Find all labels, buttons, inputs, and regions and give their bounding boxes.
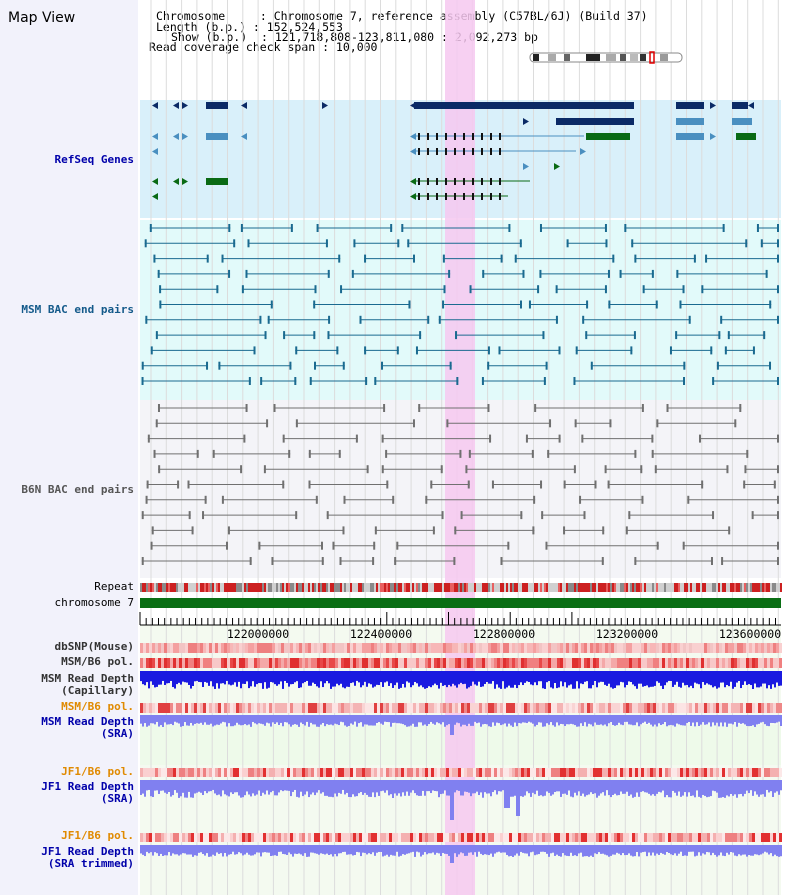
chromosome-ideogram (529, 51, 683, 64)
track-label-jf1-rd-sra[interactable]: JF1 Read Depth (41, 780, 134, 793)
axis-tick-label: 123600000 (719, 627, 781, 641)
track-label-b6n-bac[interactable]: B6N BAC end pairs (21, 483, 134, 496)
axis-tick-label: 122400000 (350, 627, 412, 641)
track-label-jf1-rd-trim[interactable]: JF1 Read Depth (41, 845, 134, 858)
show-range-info: Show (b.p.) : 121,718,808-123,811,080 : … (171, 30, 538, 44)
track-label-jf1-rd-sra-sub: (SRA) (100, 792, 134, 805)
axis-tick-label: 123200000 (596, 627, 658, 641)
axis-tick-label: 122000000 (227, 627, 289, 641)
track-label-repeat[interactable]: Repeat (94, 580, 134, 593)
track-label-sidebar (0, 0, 138, 895)
length-info: Length (b.p.) : 152,524,553 (156, 20, 343, 34)
coverage-span-info: Read coverage check span : 10,000 (149, 40, 378, 54)
track-label-chromosome[interactable]: chromosome 7 (54, 596, 134, 609)
track-label-msm-rd-capillary[interactable]: MSM Read Depth (41, 672, 134, 685)
track-label-jf1-b6-pol-2[interactable]: JF1/B6 pol. (61, 829, 134, 842)
axis-tick-label: 122800000 (473, 627, 535, 641)
chromosome-7-bar (140, 598, 781, 608)
track-label-dbsnp[interactable]: dbSNP(Mouse) (54, 640, 134, 653)
track-label-msm-b6-pol-2[interactable]: MSM/B6 pol. (61, 700, 134, 713)
track-label-msm-b6-pol[interactable]: MSM/B6 pol. (61, 655, 134, 668)
selection-highlight (445, 0, 475, 895)
track-label-jf1-b6-pol[interactable]: JF1/B6 pol. (61, 765, 134, 778)
track-label-msm-rd-capillary-sub: (Capillary) (61, 684, 134, 697)
track-label-refseq[interactable]: RefSeq Genes (54, 153, 134, 166)
track-label-msm-rd-sra-sub: (SRA) (100, 727, 134, 740)
track-label-jf1-rd-trim-sub: (SRA trimmed) (47, 857, 134, 870)
view-title: Map View (8, 10, 76, 26)
track-label-msm-bac[interactable]: MSM BAC end pairs (21, 303, 134, 316)
track-label-msm-rd-sra[interactable]: MSM Read Depth (41, 715, 134, 728)
